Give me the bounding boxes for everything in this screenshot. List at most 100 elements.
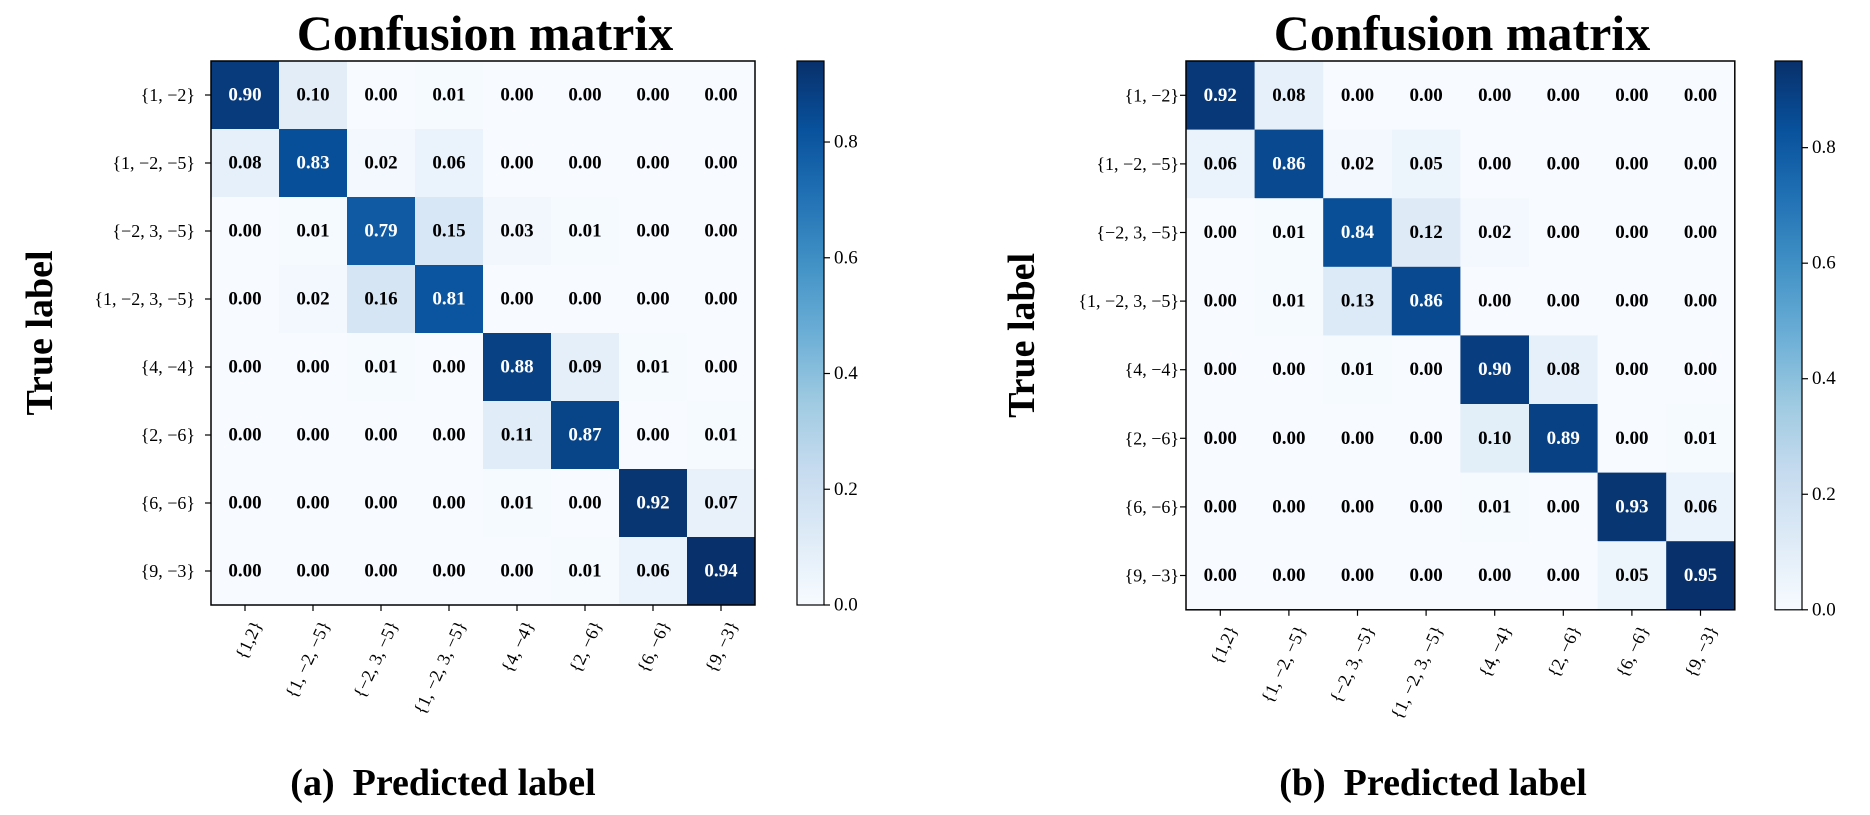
heatmap-cell: [483, 61, 552, 130]
x-axis-label: Predicted label: [353, 762, 596, 804]
heatmap-cell: [1323, 266, 1393, 336]
heatmap-cell: [211, 197, 280, 266]
heatmap-cell: [1186, 472, 1256, 542]
cell-value-label: 0.00: [636, 221, 669, 242]
cell-value-label: 0.88: [500, 357, 533, 378]
y-axis-label: True label: [1001, 253, 1043, 418]
cell-value-label: 0.83: [296, 153, 329, 174]
cell-value-label: 0.00: [296, 493, 329, 514]
heatmap-cell: [211, 469, 280, 538]
chart-title: Confusion matrix: [1274, 5, 1650, 61]
heatmap-cell: [1254, 404, 1324, 474]
heatmap-cell: [211, 129, 280, 198]
cell-value-label: 0.05: [1409, 153, 1442, 174]
cell-value-label: 0.00: [500, 289, 533, 310]
heatmap-cell: [1597, 335, 1667, 405]
cell-value-label: 0.00: [1272, 496, 1305, 517]
chart-panel-a: Confusion matrix True label 0.90 0.10 0.00 0.…: [19, 5, 858, 804]
heatmap-cell: [1597, 266, 1667, 336]
x-tick-label: {1,2}: [231, 618, 266, 663]
cell-value-label: 0.01: [1478, 496, 1511, 517]
chart-panel-b: Confusion matrix True label 0.92 0.08 0.00 0.…: [1001, 5, 1836, 804]
heatmap-cell: [1597, 129, 1667, 199]
heatmap-cell: [1529, 266, 1599, 336]
cell-value-label: 0.00: [1204, 565, 1237, 586]
x-tick-label: {2, −6}: [565, 618, 606, 676]
cell-value-label: 0.00: [1615, 428, 1648, 449]
cell-value-label: 0.00: [704, 153, 737, 174]
cell-value-label: 0.00: [1684, 222, 1717, 243]
cell-value-label: 0.81: [432, 289, 465, 310]
heatmap-cell: [1460, 472, 1530, 542]
heatmap-cell: [1254, 541, 1324, 611]
cell-value-label: 0.00: [364, 425, 397, 446]
cell-value-label: 0.00: [1409, 359, 1442, 380]
x-tick-label: {9, −3}: [1681, 622, 1722, 680]
cell-value-label: 0.87: [568, 425, 602, 446]
cell-value-label: 0.00: [1409, 85, 1442, 106]
cell-value-label: 0.00: [1547, 496, 1580, 517]
heatmap-cell: [1391, 404, 1461, 474]
heatmap-cell: [1186, 541, 1256, 611]
cell-value-label: 0.00: [1684, 359, 1717, 380]
heatmap-cell: [551, 469, 620, 538]
heatmap-cell: [687, 333, 756, 402]
caption-prefix: (b): [1279, 762, 1325, 804]
cell-value-label: 0.09: [568, 357, 601, 378]
y-tick-label: {1, −2}: [141, 85, 195, 105]
cell-value-label: 0.01: [568, 561, 601, 582]
colorbar-tick-label: 0.0: [1812, 599, 1836, 620]
cell-value-label: 0.10: [296, 85, 329, 106]
cell-value-label: 0.00: [296, 357, 329, 378]
y-tick-label: {4, −4}: [1125, 360, 1179, 380]
cell-value-label: 0.00: [1478, 291, 1511, 312]
cell-value-label: 0.00: [1547, 291, 1580, 312]
heatmap-cell: [1460, 198, 1530, 268]
heatmap-cell: [1323, 541, 1393, 611]
y-tick-label: {6, −6}: [141, 493, 195, 513]
heatmap-cell: [1254, 198, 1324, 268]
heatmap-cell: [1460, 404, 1530, 474]
colorbar-tick-label: 0.4: [1812, 368, 1836, 389]
cell-value-label: 0.00: [1615, 85, 1648, 106]
heatmap-cell: [279, 333, 348, 402]
colorbar: [796, 60, 825, 606]
caption-prefix: (a): [290, 762, 334, 804]
cell-value-label: 0.00: [228, 221, 261, 242]
cell-value-label: 0.00: [1409, 428, 1442, 449]
heatmap-cell: [1597, 472, 1667, 542]
cell-value-label: 0.00: [296, 561, 329, 582]
cell-value-label: 0.94: [704, 561, 738, 582]
cell-value-label: 0.00: [432, 357, 465, 378]
heatmap-cell: [415, 537, 484, 606]
cell-value-label: 0.92: [1204, 85, 1237, 106]
cell-value-label: 0.00: [228, 493, 261, 514]
heatmap-cell: [211, 537, 280, 606]
heatmap-cell: [483, 333, 552, 402]
cell-value-label: 0.00: [500, 153, 533, 174]
chart-title: Confusion matrix: [297, 5, 673, 61]
cell-value-label: 0.00: [432, 425, 465, 446]
heatmap-cell: [1529, 129, 1599, 199]
cell-value-label: 0.08: [228, 153, 261, 174]
heatmap-cell: [1323, 129, 1393, 199]
cell-value-label: 0.05: [1615, 565, 1648, 586]
heatmap-cell: [1460, 129, 1530, 199]
heatmap-cell: [551, 265, 620, 334]
cell-value-label: 0.00: [1204, 291, 1237, 312]
colorbar-tick-label: 0.2: [834, 479, 858, 500]
heatmap-cell: [1391, 541, 1461, 611]
cell-value-label: 0.10: [1478, 428, 1511, 449]
cell-value-label: 0.00: [364, 493, 397, 514]
heatmap-cell: [1666, 129, 1736, 199]
cell-value-label: 0.01: [568, 221, 601, 242]
heatmap-cell: [1666, 198, 1736, 268]
cell-value-label: 0.00: [1547, 85, 1580, 106]
cell-value-label: 0.08: [1272, 85, 1305, 106]
cell-value-label: 0.00: [228, 357, 261, 378]
cell-value-label: 0.00: [1272, 359, 1305, 380]
cell-value-label: 0.93: [1615, 496, 1648, 517]
cell-value-label: 0.00: [568, 289, 601, 310]
cell-value-label: 0.00: [1547, 153, 1580, 174]
